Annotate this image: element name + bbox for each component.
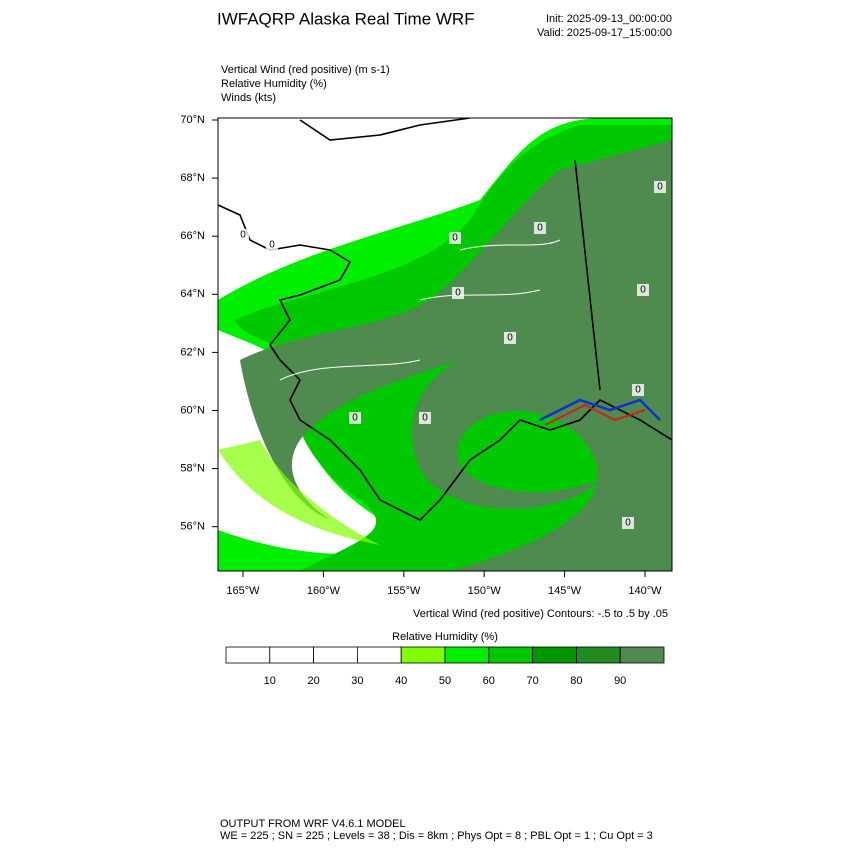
- contour-label-box: [237, 229, 249, 241]
- field-label: Relative Humidity (%): [221, 78, 327, 90]
- lat-label: 64°N: [180, 288, 205, 300]
- humidity-area: [218, 440, 380, 545]
- lon-label: 165°W: [226, 585, 260, 597]
- lat-label: 58°N: [180, 463, 205, 475]
- colorbar-box: [488, 646, 533, 664]
- humidity-area: [240, 140, 672, 571]
- colorbar-tick-label: 60: [483, 675, 495, 687]
- footer-line: OUTPUT FROM WRF V4.6.1 MODEL: [220, 818, 406, 830]
- contour-label: 0: [240, 230, 246, 241]
- contour-label-box: [419, 412, 431, 424]
- contour-label-box: [504, 332, 516, 344]
- coastline: [218, 118, 672, 521]
- colorbar-box: [400, 646, 446, 664]
- colorbar-tick-label: 20: [307, 675, 319, 687]
- contour-label-box: [266, 239, 278, 251]
- lat-label: 66°N: [180, 230, 205, 242]
- colorbar-tick-label: 70: [526, 675, 538, 687]
- contour-label-box: [632, 384, 644, 396]
- contour-label: 0: [657, 182, 663, 193]
- contour-label-box: [654, 181, 666, 193]
- contour-label-box: [452, 287, 464, 299]
- contour-label-box: [449, 232, 461, 244]
- colorbar-box: [619, 646, 665, 664]
- contour-label-box: [637, 284, 649, 296]
- valid-time: Valid: 2025-09-17_15:00:00: [537, 27, 672, 39]
- lon-label: 160°W: [307, 585, 341, 597]
- colorbar-tick-label: 80: [570, 675, 582, 687]
- vertical-wind-contour: [544, 403, 646, 426]
- contour-label-box: [622, 517, 634, 529]
- contour-label: 0: [452, 233, 458, 244]
- contour-label-box: [349, 412, 361, 424]
- init-time: Init: 2025-09-13_00:00:00: [546, 13, 672, 25]
- footer-line: WE = 225 ; SN = 225 ; Levels = 38 ; Dis …: [220, 830, 653, 842]
- contour-label: 0: [640, 285, 646, 296]
- title: IWFAQRP Alaska Real Time WRF: [217, 9, 475, 28]
- contour-label: 0: [635, 385, 641, 396]
- contour-label: 0: [269, 240, 275, 251]
- colorbar-box: [356, 646, 402, 664]
- lon-label: 140°W: [628, 585, 662, 597]
- contour-note: Vertical Wind (red positive) Contours: -…: [413, 608, 668, 620]
- colorbar-box: [576, 646, 621, 664]
- colorbar-title: Relative Humidity (%): [392, 631, 498, 643]
- colorbar-box: [444, 646, 490, 664]
- lat-label: 60°N: [180, 404, 205, 416]
- colorbar-box: [313, 646, 358, 664]
- map-frame: [217, 117, 673, 572]
- colorbar-tick-label: 50: [439, 675, 451, 687]
- map: [218, 118, 672, 571]
- colorbar-tick-label: 10: [264, 675, 276, 687]
- contour-label: 0: [455, 288, 461, 299]
- lat-label: 62°N: [180, 346, 205, 358]
- contour-label: 0: [352, 413, 358, 424]
- vertical-wind-contour: [279, 239, 561, 381]
- contour-label: 0: [625, 518, 631, 529]
- colorbar-tick-label: 30: [351, 675, 363, 687]
- contour-label: 0: [422, 413, 428, 424]
- field-label: Winds (kts): [221, 92, 276, 104]
- contour-label-box: [534, 222, 546, 234]
- contour-label: 0: [537, 223, 543, 234]
- lat-label: 68°N: [180, 172, 205, 184]
- lon-label: 150°W: [468, 585, 502, 597]
- lat-label: 70°N: [180, 114, 205, 126]
- vertical-wind-contour: [539, 398, 661, 422]
- colorbar-box: [532, 646, 577, 664]
- contour-label: 0: [507, 333, 513, 344]
- colorbar-tick-label: 40: [395, 675, 407, 687]
- lat-label: 56°N: [180, 521, 205, 533]
- colorbar-box: [269, 646, 314, 664]
- colorbar-box: [225, 646, 271, 664]
- lon-label: 155°W: [387, 585, 421, 597]
- colorbar-tick-label: 90: [614, 675, 626, 687]
- lon-label: 145°W: [548, 585, 582, 597]
- field-label: Vertical Wind (red positive) (m s-1): [221, 64, 390, 76]
